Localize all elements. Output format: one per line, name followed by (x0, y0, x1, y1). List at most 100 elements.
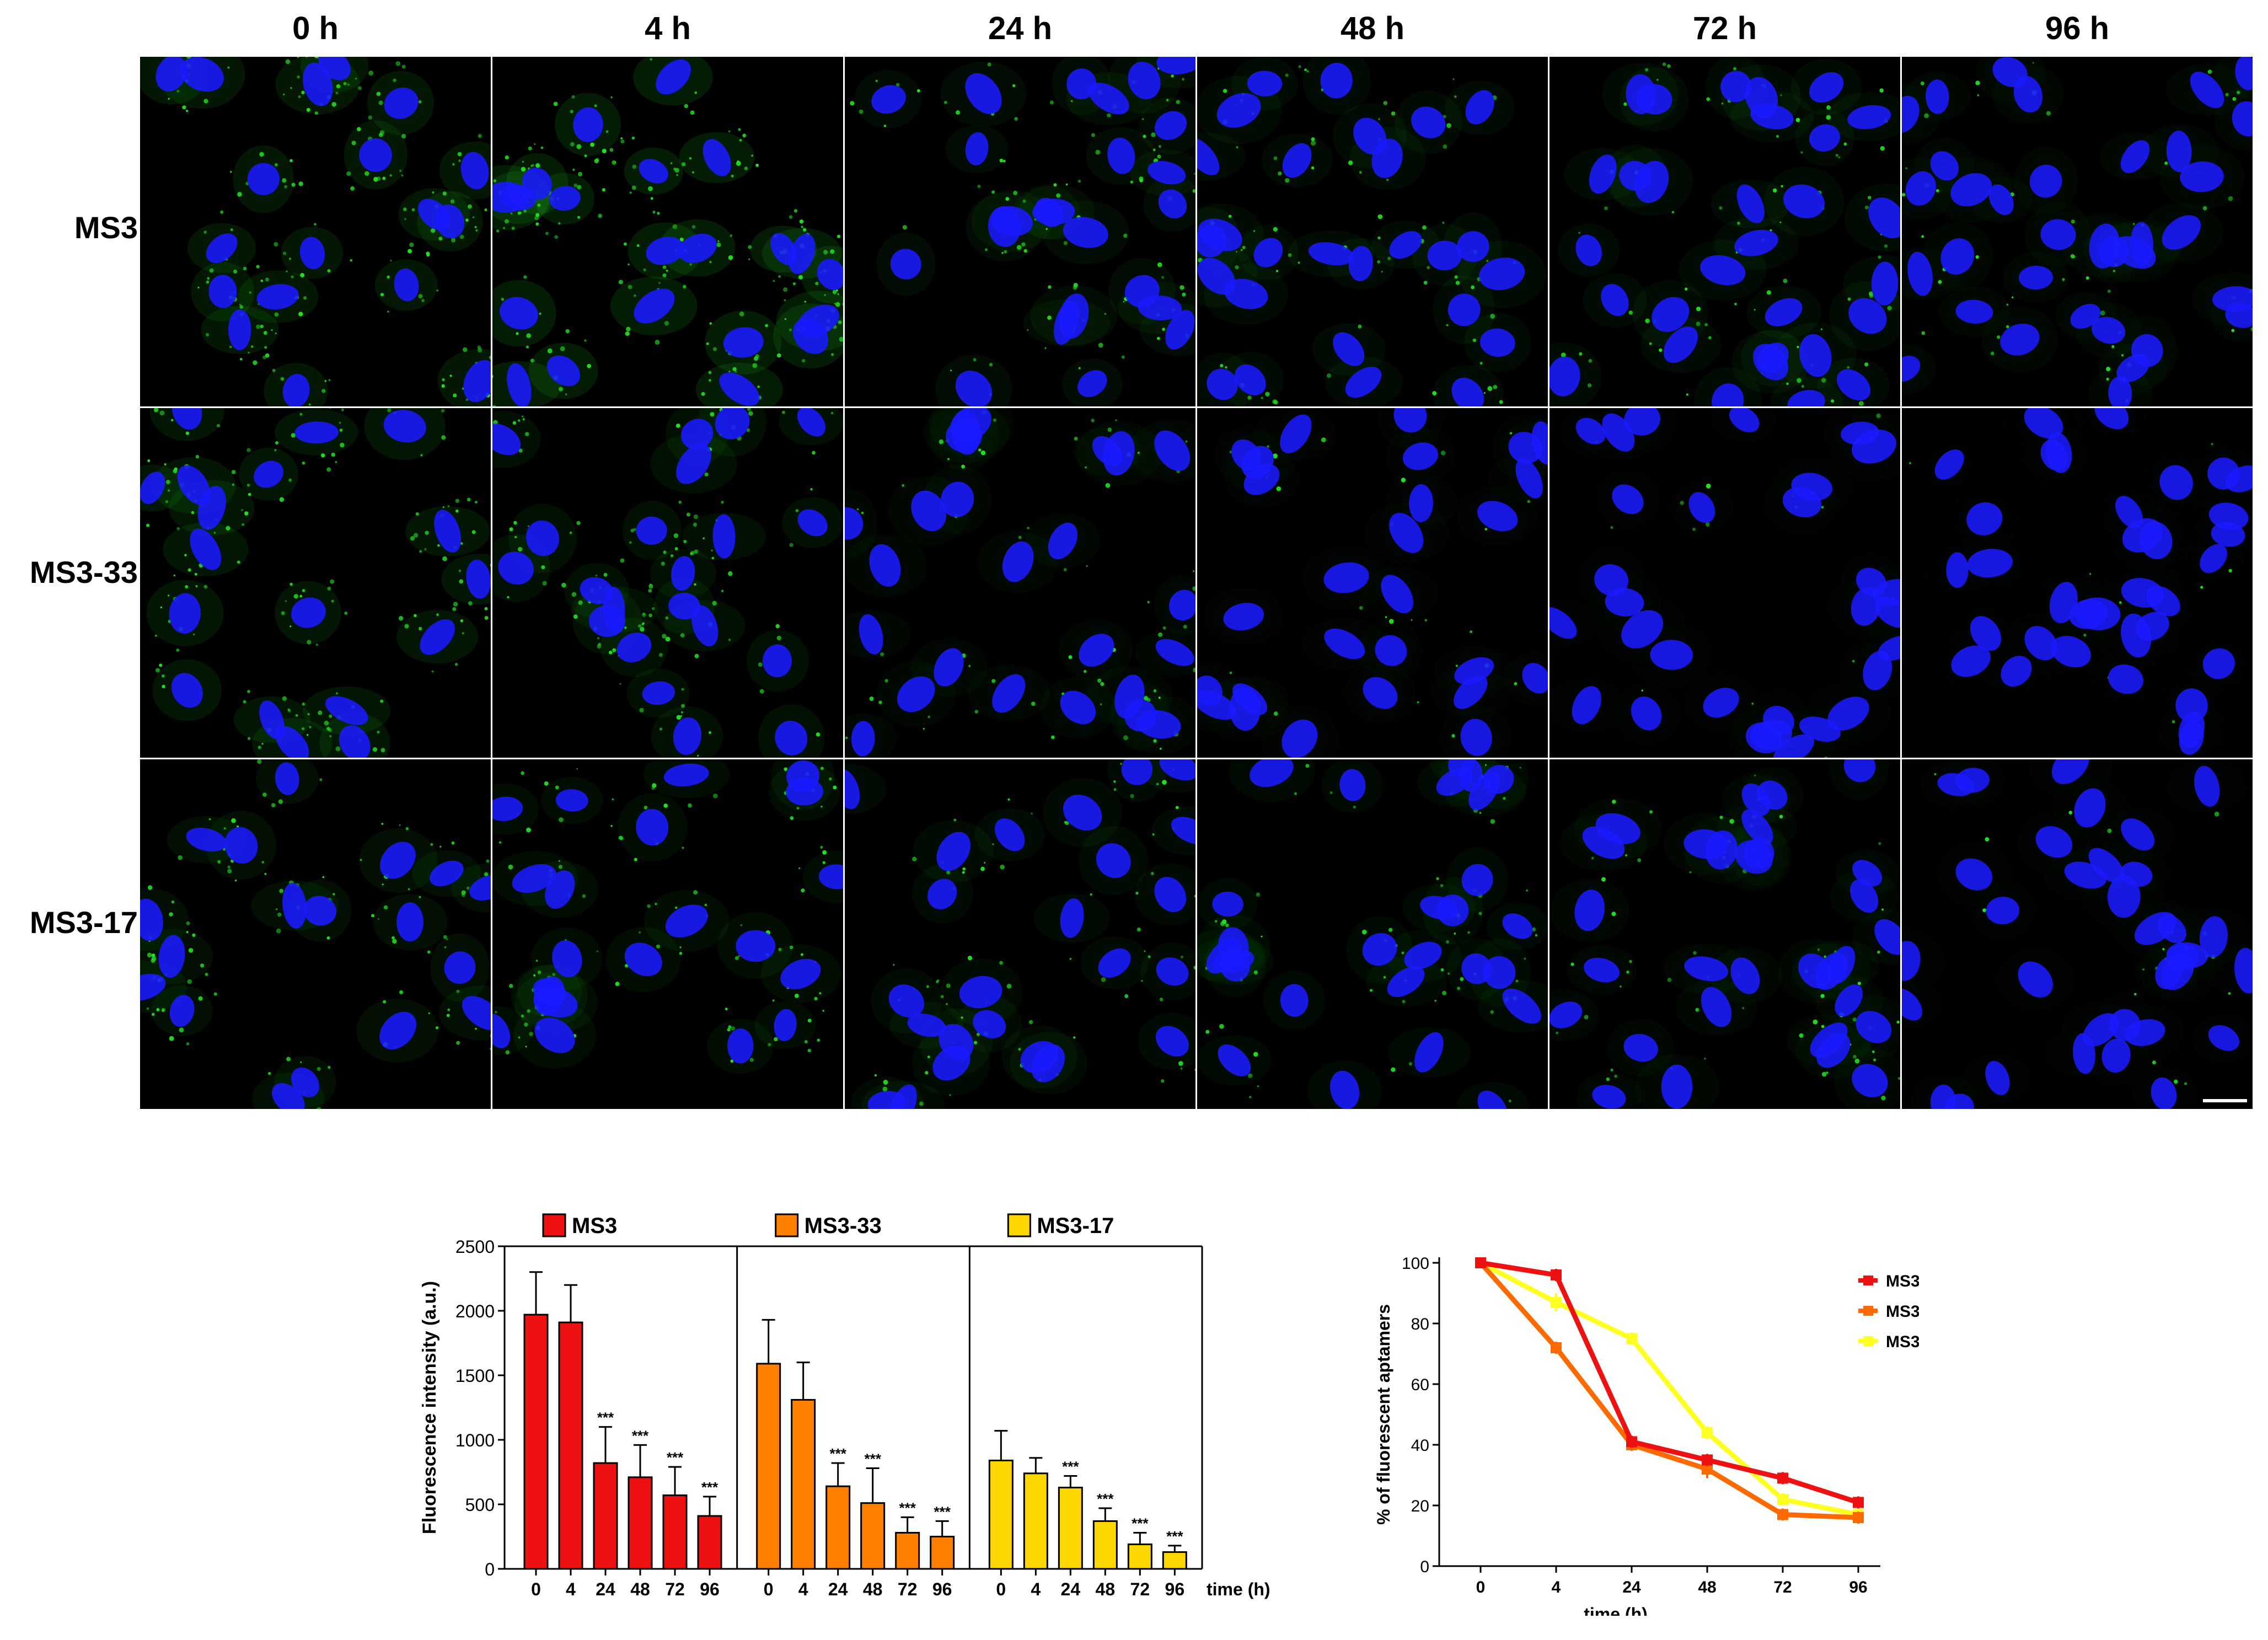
aptamer-punctum (1847, 366, 1850, 369)
significance-label: *** (1097, 1491, 1114, 1507)
micrograph-panel (845, 408, 1195, 758)
aptamer-punctum (321, 389, 326, 393)
nucleus (1705, 830, 1738, 870)
aptamer-punctum (676, 174, 678, 176)
aptamer-punctum (1820, 994, 1825, 998)
aptamer-punctum (517, 419, 521, 422)
nucleus (1333, 332, 1365, 366)
aptamer-punctum (1294, 792, 1297, 795)
aptamer-punctum (176, 648, 180, 652)
nucleus (1970, 616, 2002, 651)
aptamer-punctum (1852, 660, 1855, 663)
legend-label: MS3-17 (1037, 1214, 1114, 1238)
aptamer-punctum (967, 956, 973, 961)
nucleus (1902, 356, 1921, 382)
nucleus (2235, 57, 2253, 90)
aptamer-punctum (335, 461, 337, 463)
aptamer-punctum (1401, 951, 1404, 955)
aptamer-punctum (1144, 950, 1146, 952)
nucleus (1107, 137, 1135, 174)
aptamer-punctum (597, 637, 599, 640)
aptamer-punctum (1610, 526, 1613, 529)
aptamer-punctum (1921, 235, 1924, 238)
aptamer-punctum (2107, 828, 2112, 833)
aptamer-punctum (475, 229, 478, 232)
aptamer-punctum (1490, 1010, 1494, 1014)
aptamer-punctum (188, 948, 194, 953)
aptamer-punctum (927, 1055, 930, 1059)
aptamer-punctum (492, 405, 496, 406)
nucleus (1902, 988, 1923, 1021)
aptamer-punctum (533, 143, 536, 145)
aptamer-punctum (173, 469, 178, 474)
aptamer-punctum (241, 509, 243, 511)
aptamer-punctum (282, 696, 287, 701)
aptamer-punctum (505, 1050, 510, 1055)
aptamer-punctum (799, 219, 804, 224)
aptamer-punctum (528, 146, 532, 151)
micrograph-image (492, 408, 843, 758)
aptamer-punctum (213, 532, 216, 534)
aptamer-punctum (1326, 373, 1332, 378)
aptamer-punctum (1235, 265, 1239, 270)
y-tick-label: 1000 (455, 1430, 495, 1450)
aptamer-punctum (156, 1008, 160, 1011)
micrograph-panel (1902, 408, 2253, 758)
aptamer-punctum (1002, 159, 1006, 163)
aptamer-punctum (516, 332, 519, 335)
aptamer-punctum (457, 152, 462, 157)
nucleus (1575, 417, 1606, 444)
aptamer-punctum (694, 653, 699, 658)
nucleus (2051, 636, 2091, 668)
micrograph-panel (845, 759, 1195, 1109)
aptamer-punctum (293, 594, 299, 599)
aptamer-punctum (442, 506, 444, 508)
nucleus (1856, 567, 1886, 596)
aptamer-punctum (629, 541, 632, 544)
aptamer-punctum (1100, 703, 1102, 705)
aptamer-punctum (755, 163, 759, 167)
aptamer-punctum (902, 225, 908, 230)
nucleus (1253, 238, 1283, 267)
aptamer-punctum (521, 167, 526, 172)
aptamer-punctum (289, 159, 293, 163)
aptamer-punctum (161, 674, 165, 678)
aptamer-punctum (1256, 892, 1261, 897)
aptamer-punctum (577, 171, 583, 177)
aptamer-punctum (418, 626, 422, 631)
aptamer-punctum (571, 95, 575, 99)
nucleus (1875, 597, 1900, 628)
aptamer-punctum (624, 626, 627, 629)
nucleus (797, 509, 828, 537)
aptamer-punctum (523, 275, 527, 279)
aptamer-punctum (329, 408, 331, 409)
aptamer-punctum (286, 1057, 291, 1062)
aptamer-punctum (824, 294, 826, 296)
nucleus (1168, 589, 1195, 621)
aptamer-punctum (861, 511, 864, 514)
aptamer-punctum (526, 333, 532, 338)
aptamer-punctum (441, 435, 446, 440)
aptamer-punctum (285, 600, 287, 602)
nucleus (1088, 83, 1129, 115)
data-point (1626, 1436, 1637, 1448)
x-tick-label: 4 (1031, 1579, 1041, 1599)
aptamer-punctum (657, 212, 660, 215)
nucleus (171, 408, 202, 430)
aptamer-punctum (1990, 351, 1994, 356)
aptamer-punctum (999, 961, 1004, 965)
aptamer-punctum (1417, 701, 1419, 704)
aptamer-punctum (2071, 219, 2075, 224)
nucleus (291, 1067, 320, 1098)
aptamer-punctum (1214, 920, 1218, 923)
nucleus (1871, 261, 1899, 306)
nucleus (1483, 956, 1516, 989)
aptamer-punctum (535, 163, 540, 168)
aptamer-punctum (973, 1041, 978, 1044)
aptamer-punctum (554, 235, 559, 239)
nucleus (462, 996, 491, 1030)
aptamer-punctum (684, 104, 689, 109)
aptamer-punctum (2106, 377, 2109, 381)
aptamer-punctum (1223, 89, 1227, 93)
nucleus (2051, 759, 2089, 784)
